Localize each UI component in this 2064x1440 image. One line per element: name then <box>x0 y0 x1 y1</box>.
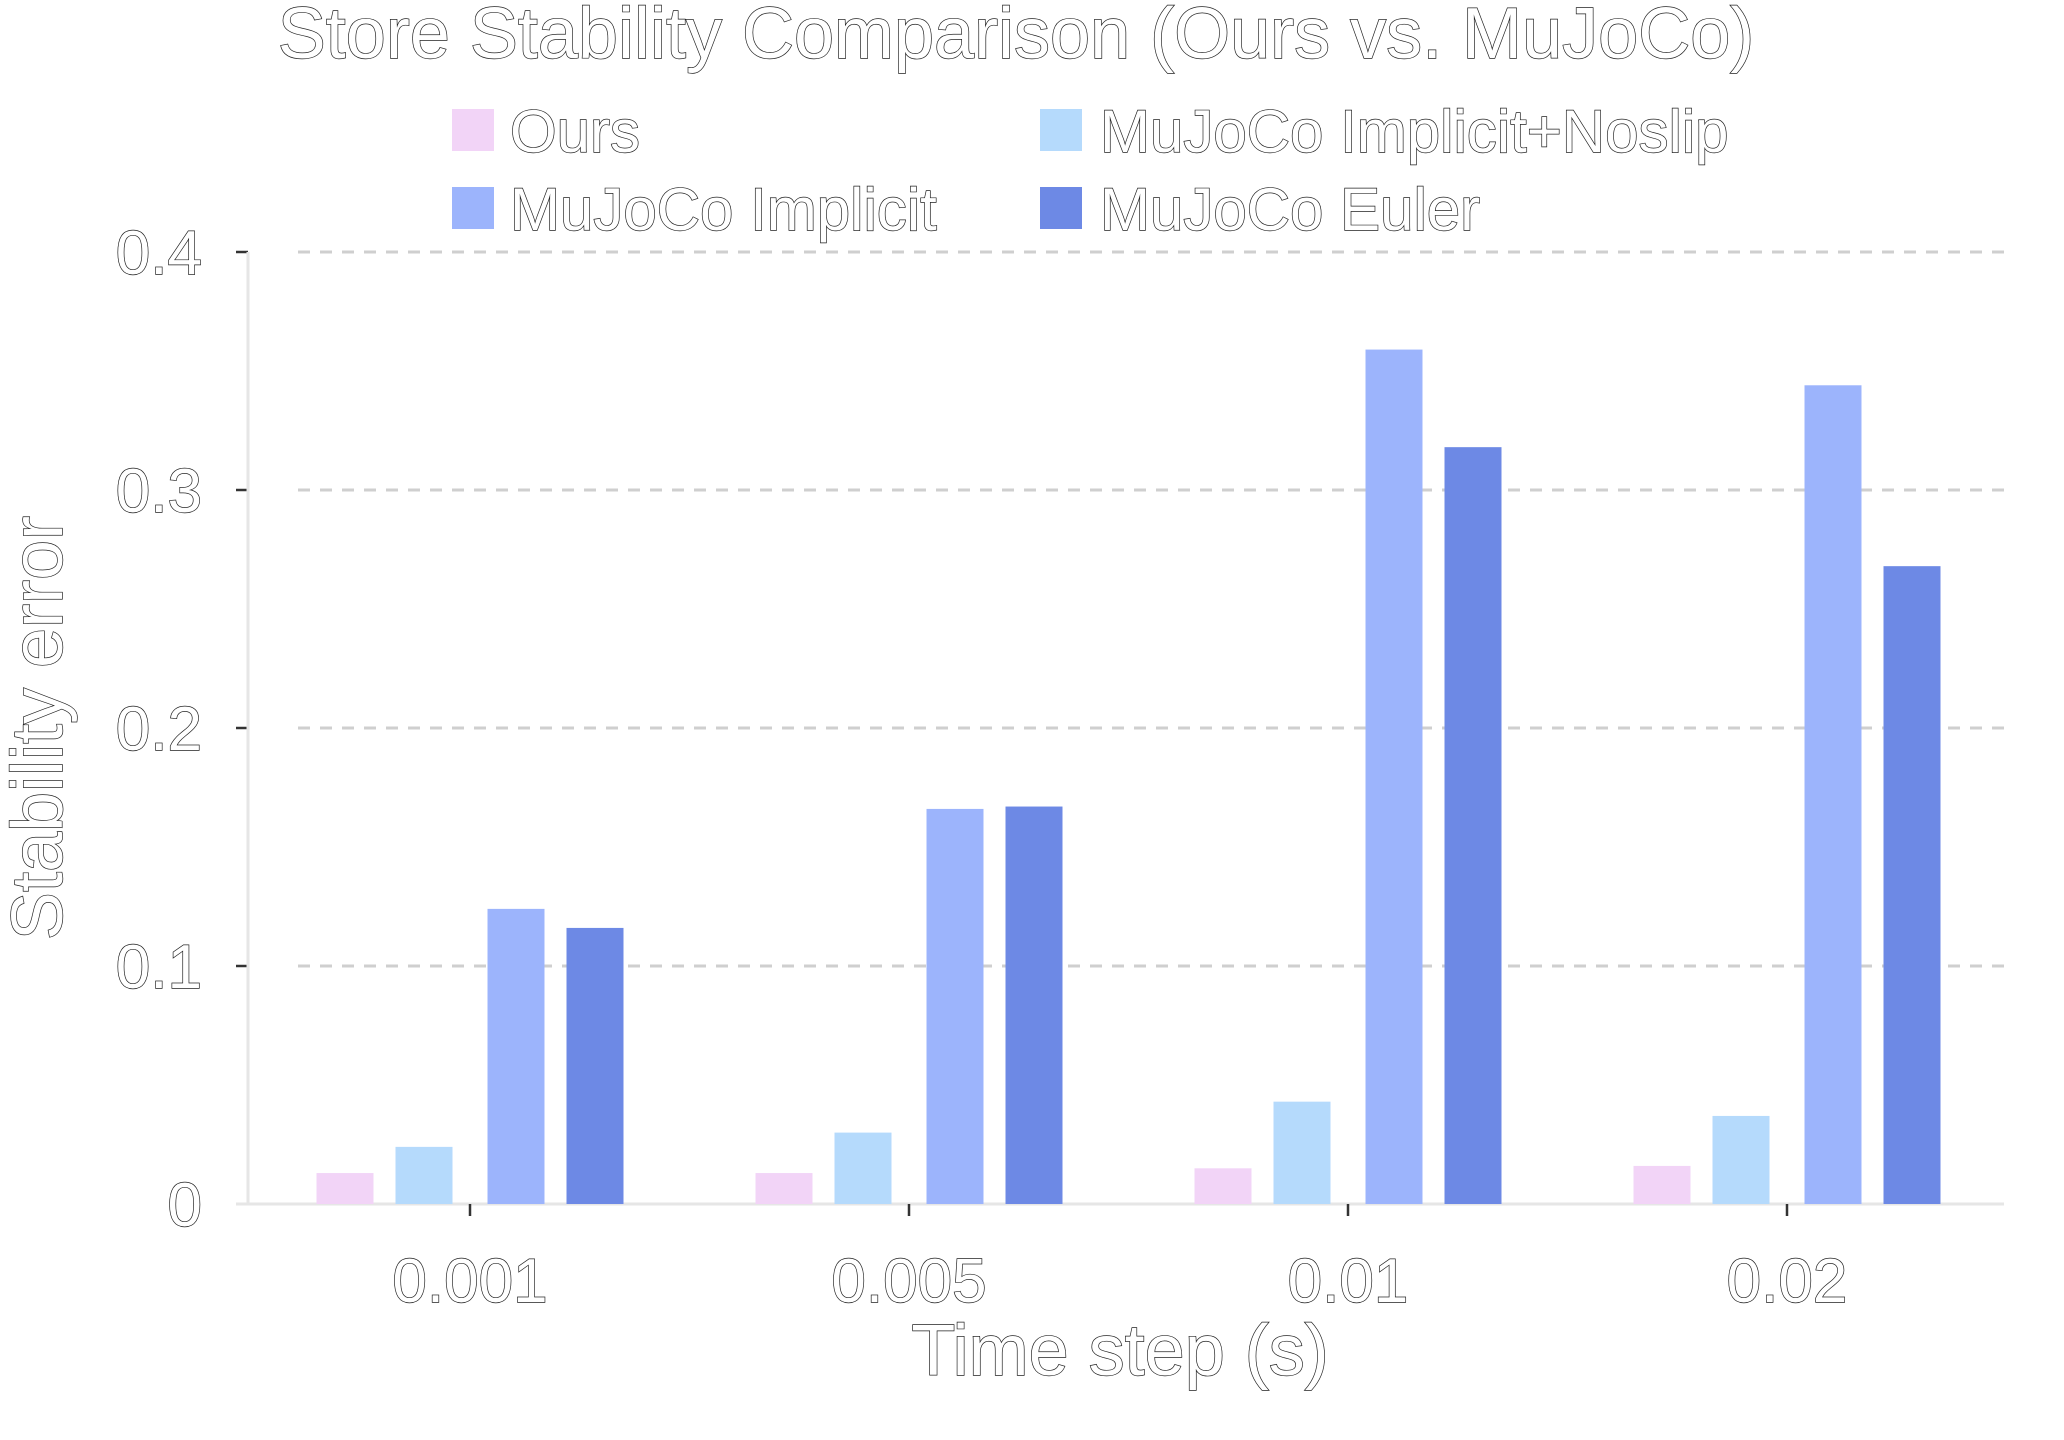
legend-label-ours: Ours <box>510 98 640 165</box>
gridlines <box>298 250 2004 968</box>
chart-title: Store Stability Comparison (Ours vs. MuJ… <box>278 0 1754 74</box>
bar-mujoco-implicit-noslip-0_005 <box>834 1132 892 1204</box>
y-axis-label: Stability error <box>0 516 78 940</box>
bar-mujoco-euler-0_01 <box>1444 447 1502 1204</box>
bar-ours-0_001 <box>316 1173 374 1204</box>
x-tick-label: 0.001 <box>392 1247 547 1316</box>
legend-label-mujoco-implicit-noslip: MuJoCo Implicit+Noslip <box>1100 98 1729 165</box>
y-tick-label: 0.2 <box>116 695 202 764</box>
legend-swatch-ours <box>452 109 494 151</box>
bar-ours-0_005 <box>755 1173 813 1204</box>
bars <box>316 349 1941 1205</box>
bar-ours-0_01 <box>1194 1168 1252 1204</box>
bar-mujoco-euler-0_005 <box>1005 806 1063 1204</box>
legend-swatch-mujoco-implicit-noslip <box>1040 109 1082 151</box>
bar-mujoco-implicit-0_02 <box>1804 385 1862 1204</box>
bar-mujoco-implicit-0_001 <box>487 908 545 1204</box>
bar-ours-0_02 <box>1633 1165 1691 1204</box>
x-tick-label: 0.01 <box>1288 1247 1409 1316</box>
x-axis-label: Time step (s) <box>911 1311 1328 1391</box>
y-tick-label: 0 <box>168 1171 202 1240</box>
x-tick-label: 0.005 <box>831 1247 986 1316</box>
x-tick-label: 0.02 <box>1727 1247 1848 1316</box>
bar-mujoco-euler-0_02 <box>1883 566 1941 1204</box>
legend-swatch-mujoco-euler <box>1040 187 1082 229</box>
legend: Ours MuJoCo Implicit+Noslip MuJoCo Impli… <box>452 97 1729 244</box>
bar-mujoco-implicit-noslip-0_01 <box>1273 1101 1331 1204</box>
x-tick-labels: 0.001 0.005 0.01 0.02 <box>392 1246 1848 1316</box>
bar-mujoco-euler-0_001 <box>566 927 624 1204</box>
y-tick-label: 0.4 <box>116 219 202 288</box>
legend-swatch-mujoco-implicit <box>452 187 494 229</box>
y-tick-label: 0.1 <box>116 933 202 1002</box>
y-tick-labels: 0 0.1 0.2 0.3 0.4 <box>115 218 203 1240</box>
y-tick-label: 0.3 <box>116 457 202 526</box>
legend-label-mujoco-implicit: MuJoCo Implicit <box>510 176 937 243</box>
bar-mujoco-implicit-noslip-0_001 <box>395 1146 453 1204</box>
bar-mujoco-implicit-0_005 <box>926 808 984 1204</box>
legend-label-mujoco-euler: MuJoCo Euler <box>1100 176 1480 243</box>
bar-mujoco-implicit-0_01 <box>1365 349 1423 1205</box>
bar-mujoco-implicit-noslip-0_02 <box>1712 1115 1770 1204</box>
